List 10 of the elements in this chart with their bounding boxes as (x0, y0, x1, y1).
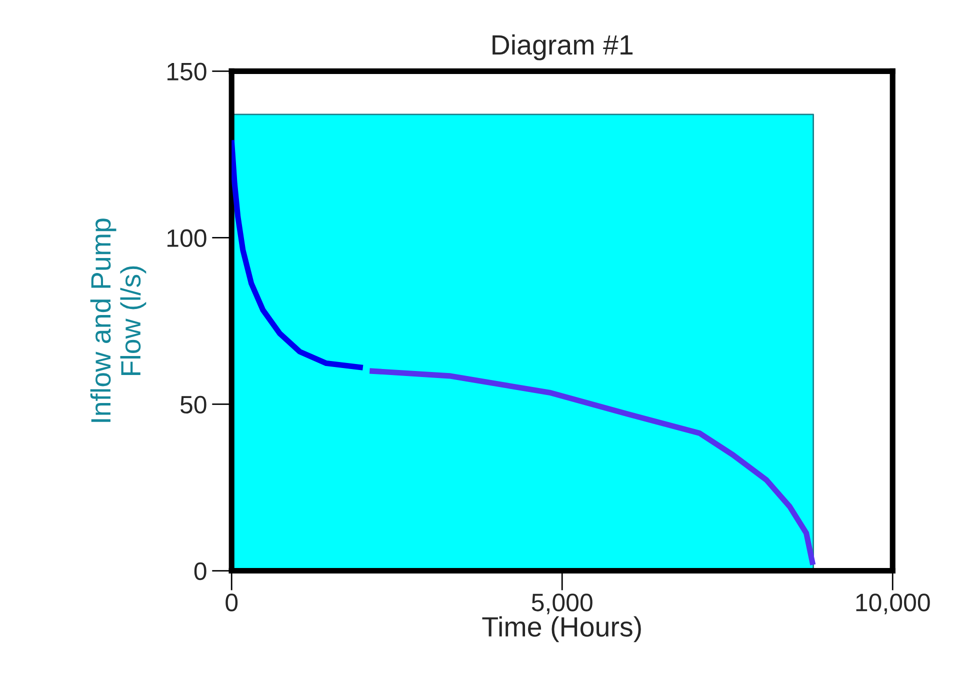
chart-title: Diagram #1 (492, 34, 633, 60)
y-tick-label: 50 (180, 396, 206, 414)
y-tick-label: 150 (167, 62, 206, 80)
y-axis-title: Inflow and Pump Flow (l/s) (90, 218, 146, 422)
x-tick-label: 5,000 (532, 594, 592, 614)
x-tick-label: 10,000 (856, 594, 930, 614)
x-tick-label: 0 (226, 594, 238, 612)
y-tick-label: 0 (194, 562, 206, 580)
x-axis-title: Time (Hours) (482, 616, 641, 642)
y-tick-label: 100 (167, 229, 206, 248)
